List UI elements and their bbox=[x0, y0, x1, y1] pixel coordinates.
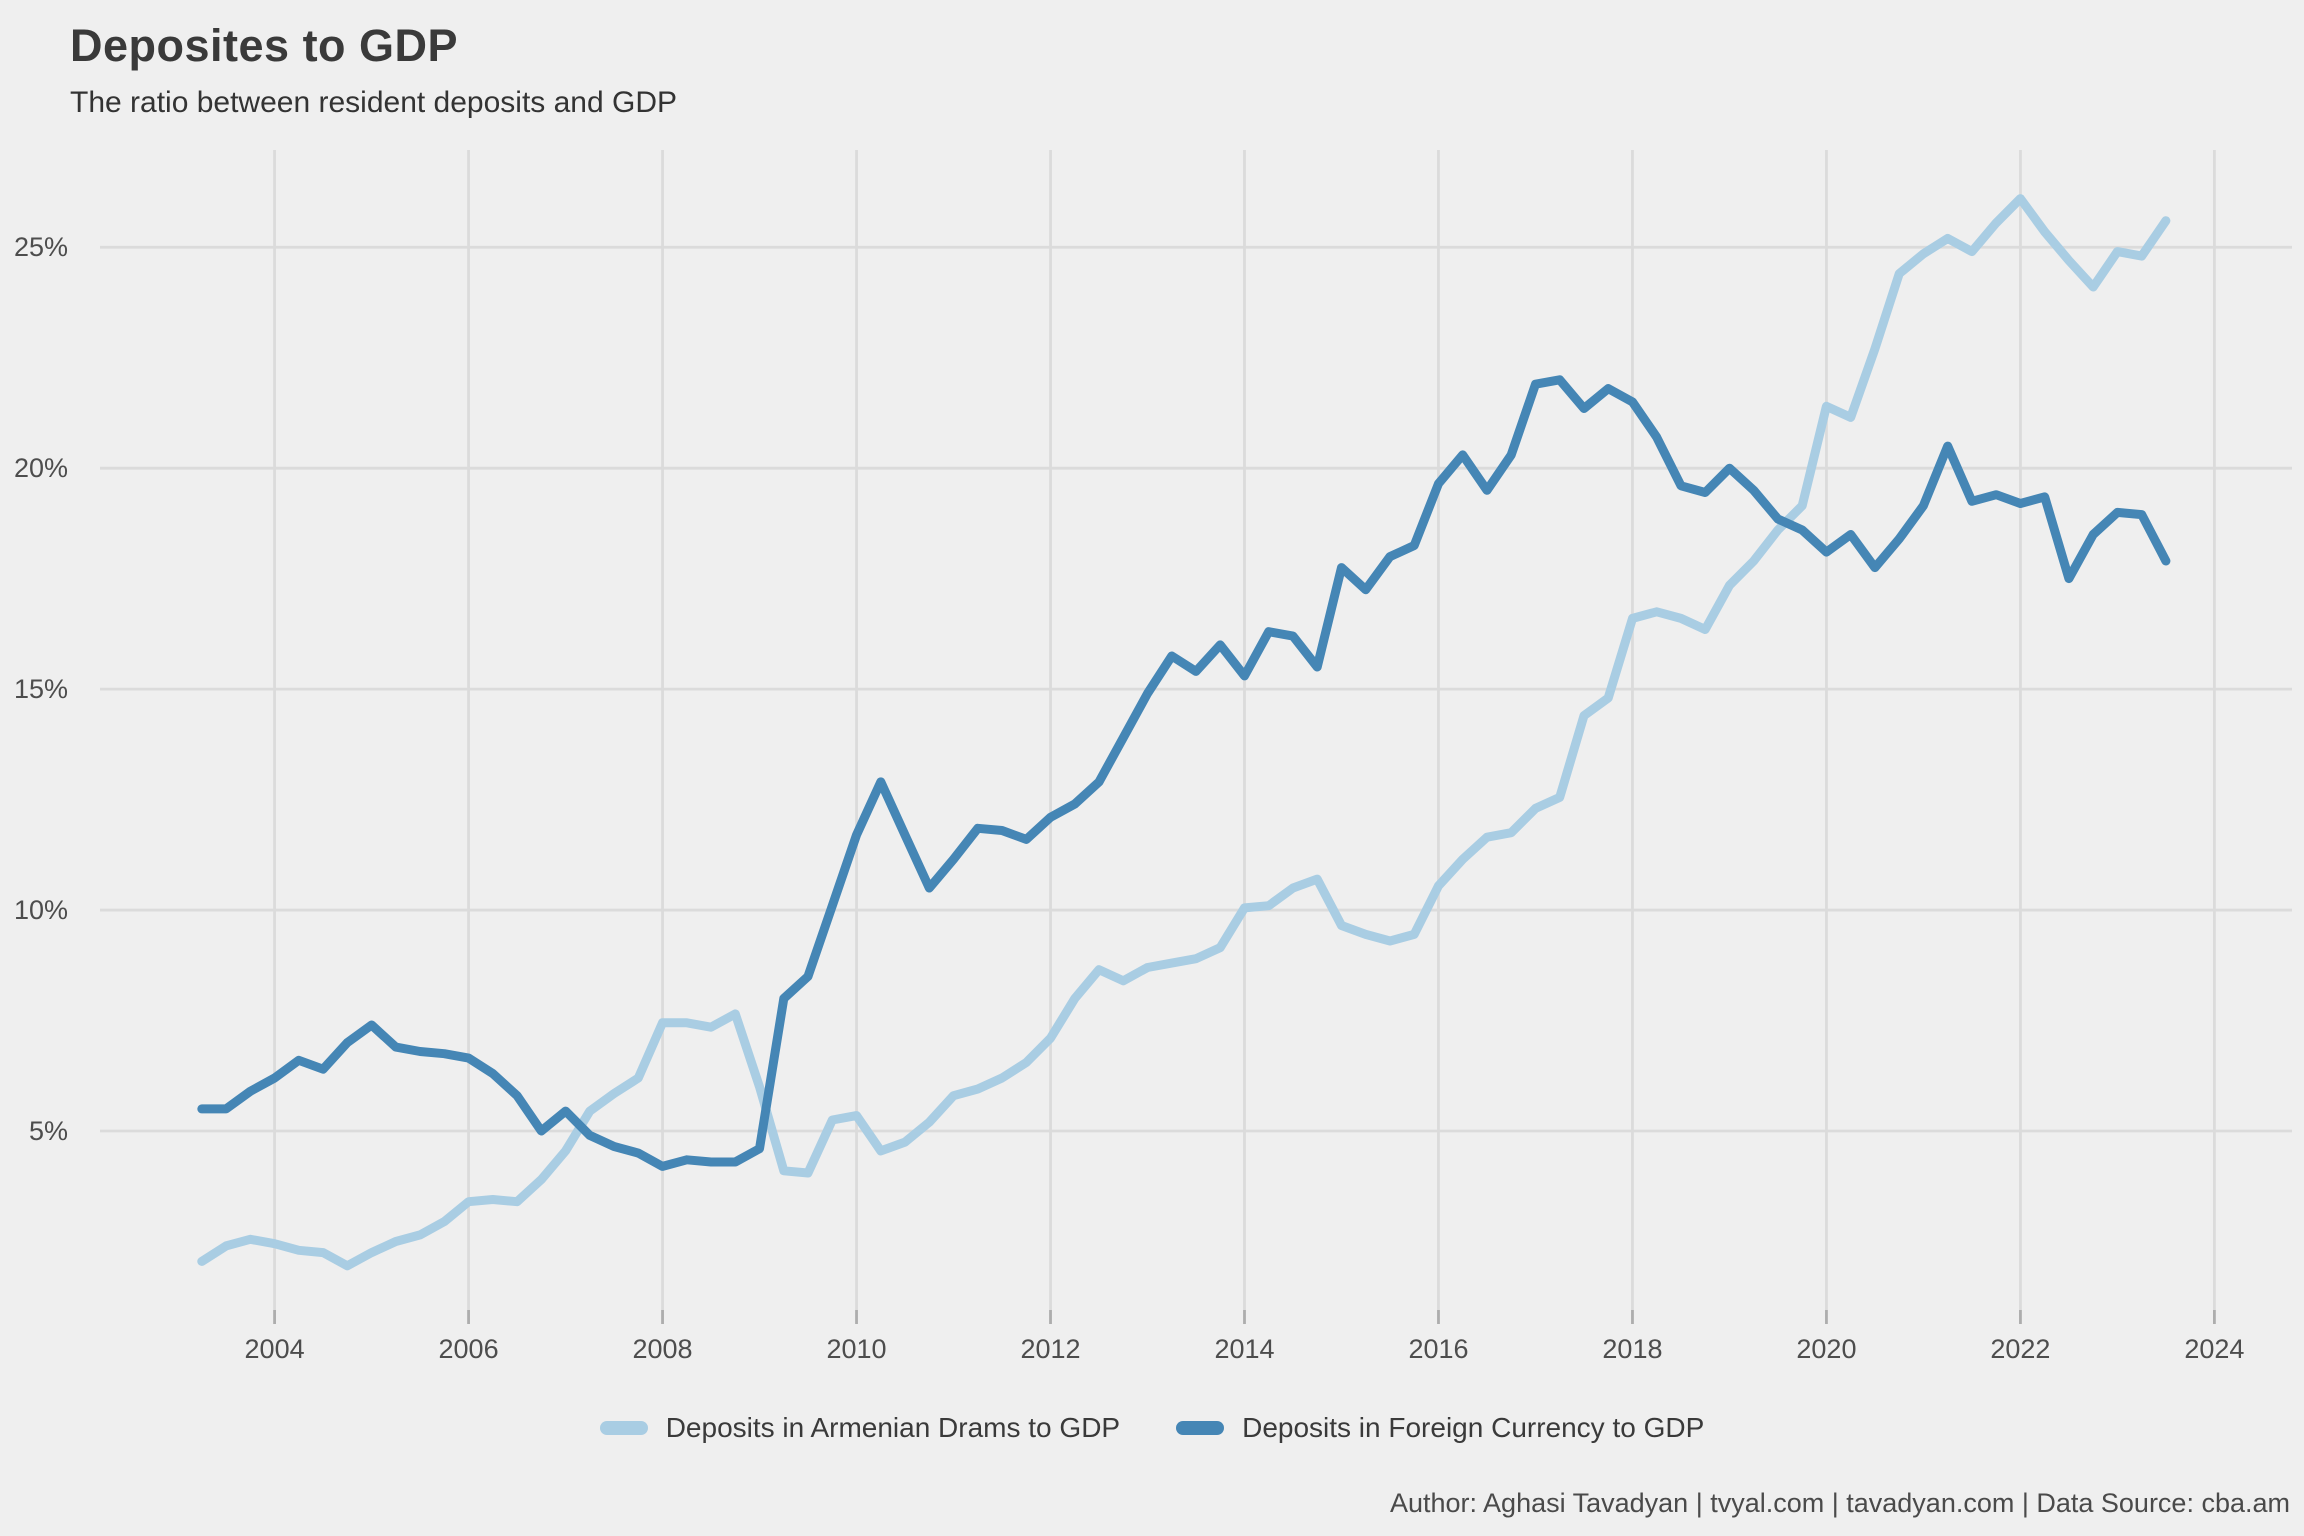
drams-series-swatch-icon bbox=[599, 1421, 648, 1435]
x-tick-label-2004: 2004 bbox=[245, 1334, 305, 1364]
x-tick-label-2024: 2024 bbox=[2184, 1334, 2244, 1364]
x-tick-label-2022: 2022 bbox=[1990, 1334, 2050, 1364]
x-tick-label-2014: 2014 bbox=[1214, 1334, 1274, 1364]
x-tick-label-2020: 2020 bbox=[1796, 1334, 1856, 1364]
x-tick-label-2008: 2008 bbox=[633, 1334, 693, 1364]
chart-caption: Author: Aghasi Tavadyan | tvyal.com | ta… bbox=[1389, 1488, 2290, 1518]
legend-item-foreign: Deposits in Foreign Currency to GDP bbox=[1176, 1412, 1704, 1444]
x-tick-label-2016: 2016 bbox=[1408, 1334, 1468, 1364]
y-tick-label-5: 5% bbox=[29, 1116, 68, 1146]
y-tick-label-10: 10% bbox=[14, 895, 68, 925]
y-tick-label-15: 15% bbox=[14, 674, 68, 704]
y-tick-label-25: 25% bbox=[14, 232, 68, 262]
y-tick-label-20: 20% bbox=[14, 453, 68, 483]
series-line-foreign bbox=[197, 375, 2171, 1171]
x-tick-label-2012: 2012 bbox=[1020, 1334, 1080, 1364]
chart-legend: Deposits in Armenian Drams to GDP Deposi… bbox=[0, 1412, 2304, 1444]
chart-header: Deposites to GDP The ratio between resid… bbox=[70, 20, 677, 120]
chart-subtitle: The ratio between resident deposits and … bbox=[70, 86, 678, 119]
series-line-drams bbox=[197, 194, 2171, 1271]
legend-label-foreign: Deposits in Foreign Currency to GDP bbox=[1242, 1412, 1705, 1443]
page-title: Deposites to GDP bbox=[70, 20, 459, 71]
foreign-series-swatch-icon bbox=[1176, 1421, 1225, 1435]
legend-label-drams: Deposits in Armenian Drams to GDP bbox=[665, 1412, 1121, 1443]
x-tick-label-2010: 2010 bbox=[826, 1334, 886, 1364]
x-tick-label-2006: 2006 bbox=[439, 1334, 499, 1364]
legend-item-drams: Deposits in Armenian Drams to GDP bbox=[599, 1412, 1121, 1444]
x-tick-label-2018: 2018 bbox=[1602, 1334, 1662, 1364]
